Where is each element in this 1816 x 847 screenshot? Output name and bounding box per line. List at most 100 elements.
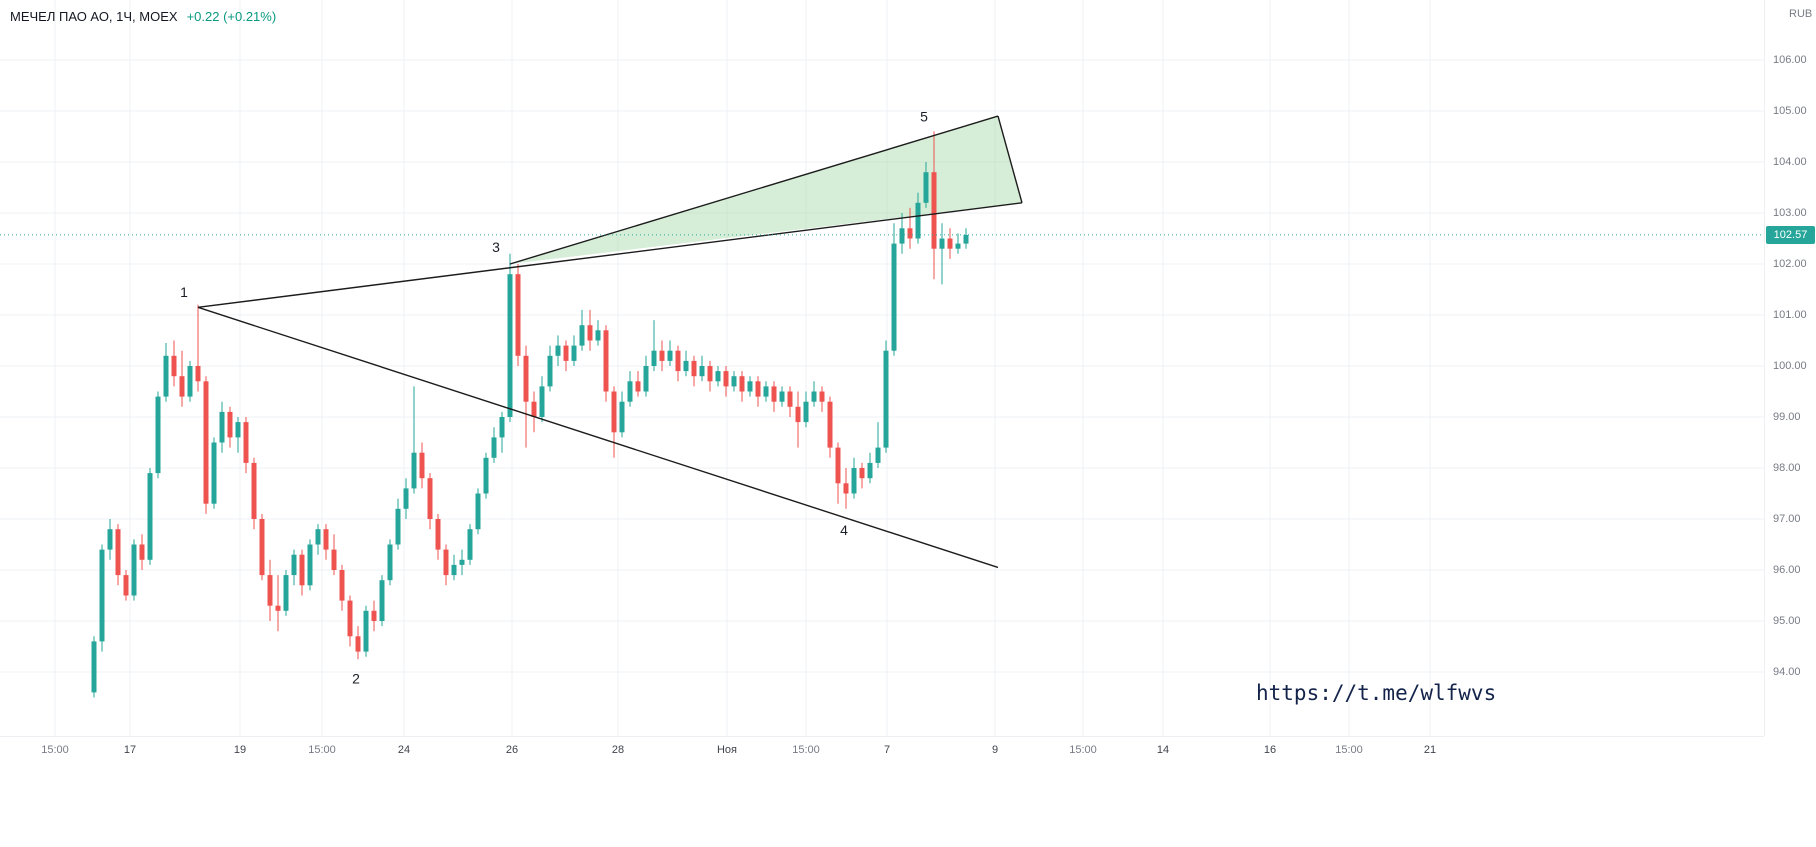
candle <box>787 386 793 417</box>
candle <box>891 223 897 356</box>
candle <box>299 549 305 596</box>
candle <box>963 228 969 249</box>
candle <box>683 350 689 377</box>
trendline[interactable] <box>997 115 1023 203</box>
candle <box>443 544 449 586</box>
candle <box>827 396 833 458</box>
candle <box>739 371 745 402</box>
watermark-link: https://t.me/wlfwvs <box>1256 681 1497 705</box>
candle <box>291 549 297 586</box>
candle <box>563 340 569 372</box>
candle <box>323 524 329 560</box>
wave-label-4[interactable]: 4 <box>840 522 848 538</box>
candle <box>643 355 649 397</box>
candle <box>723 366 729 397</box>
price-tick-label: 103.00 <box>1773 207 1807 219</box>
trendline[interactable] <box>509 115 999 265</box>
candle <box>531 391 537 433</box>
price-tick-label: 101.00 <box>1773 309 1807 321</box>
candle <box>123 570 129 601</box>
wedge-fill[interactable] <box>510 116 1022 264</box>
candle <box>923 162 929 208</box>
candle <box>635 371 641 397</box>
price-tick-label: 102.00 <box>1773 258 1807 270</box>
candle <box>779 386 785 407</box>
trendline[interactable] <box>197 202 1023 309</box>
candle <box>579 309 585 351</box>
candle <box>867 452 873 484</box>
candle <box>907 207 913 249</box>
time-tick-label: 7 <box>883 744 891 756</box>
price-axis[interactable]: RUB 102.57 106.00 105.00 104.00 103.00 102.0… <box>1764 0 1816 736</box>
time-tick-label: 15:00 <box>308 744 336 756</box>
candle <box>427 473 433 530</box>
candle <box>955 233 961 254</box>
last-price-badge: 102.57 <box>1766 225 1815 244</box>
candle <box>843 468 849 509</box>
time-axis[interactable]: 15:00 17 19 15:00 24 26 28 Ноя 15:00 7 9 15:00 14 16 1… <box>0 736 1764 770</box>
candle <box>387 539 393 586</box>
candle <box>139 534 145 570</box>
time-tick-label: 24 <box>397 744 411 756</box>
time-tick-label: Ноя <box>716 744 738 756</box>
candle <box>99 544 105 652</box>
price-tick-label: 98.00 <box>1773 462 1801 474</box>
candle <box>475 488 481 535</box>
candle <box>187 360 193 402</box>
time-tick-label: 28 <box>611 744 625 756</box>
candle <box>131 539 137 601</box>
wave-label-5[interactable]: 5 <box>920 108 928 124</box>
candle <box>587 309 593 351</box>
candle <box>259 513 265 581</box>
candle <box>315 524 321 555</box>
candle <box>859 462 865 489</box>
candle <box>195 304 201 392</box>
candle <box>899 213 905 254</box>
candle <box>155 391 161 479</box>
trendline[interactable] <box>197 306 999 569</box>
candle <box>107 519 113 560</box>
candle <box>467 524 473 565</box>
candle <box>699 355 705 382</box>
candle <box>747 376 753 397</box>
candle <box>555 335 561 366</box>
candle <box>515 264 521 366</box>
candle <box>931 131 937 280</box>
wave-label-1[interactable]: 1 <box>180 284 188 300</box>
candle <box>419 442 425 489</box>
candle <box>91 636 97 698</box>
candle <box>939 223 945 285</box>
time-tick-label: 15:00 <box>41 744 69 756</box>
candle <box>539 376 545 423</box>
candle <box>851 457 857 499</box>
candle <box>499 411 505 453</box>
candle <box>491 427 497 463</box>
candle <box>219 401 225 453</box>
wave-label-3[interactable]: 3 <box>492 239 500 255</box>
candle <box>275 575 281 632</box>
candle <box>547 345 553 392</box>
candle <box>595 320 601 346</box>
price-tick-label: 97.00 <box>1773 513 1801 525</box>
candle <box>571 335 577 366</box>
candle <box>179 350 185 407</box>
price-tick-label: 95.00 <box>1773 615 1801 627</box>
candle <box>379 575 385 627</box>
wave-label-2[interactable]: 2 <box>352 670 360 686</box>
candle <box>691 355 697 387</box>
candle <box>819 386 825 412</box>
candle <box>115 524 121 586</box>
candle <box>283 570 289 616</box>
candle <box>755 376 761 407</box>
symbol-legend: МЕЧЕЛ ПАО АО, 1Ч, MOEX +0.22 (+0.21%) <box>10 8 276 26</box>
time-tick-label: 15:00 <box>1335 744 1363 756</box>
price-change: +0.22 (+0.21%) <box>186 9 277 24</box>
candle <box>627 371 633 407</box>
candle <box>619 391 625 438</box>
candle <box>347 595 353 647</box>
candle <box>171 340 177 387</box>
chart-pane[interactable]: 1 2 3 4 5 <box>0 0 1764 736</box>
price-tick-label: 105.00 <box>1773 105 1807 117</box>
symbol-title[interactable]: МЕЧЕЛ ПАО АО, 1Ч, MOEX <box>10 9 178 24</box>
candle <box>211 437 217 509</box>
